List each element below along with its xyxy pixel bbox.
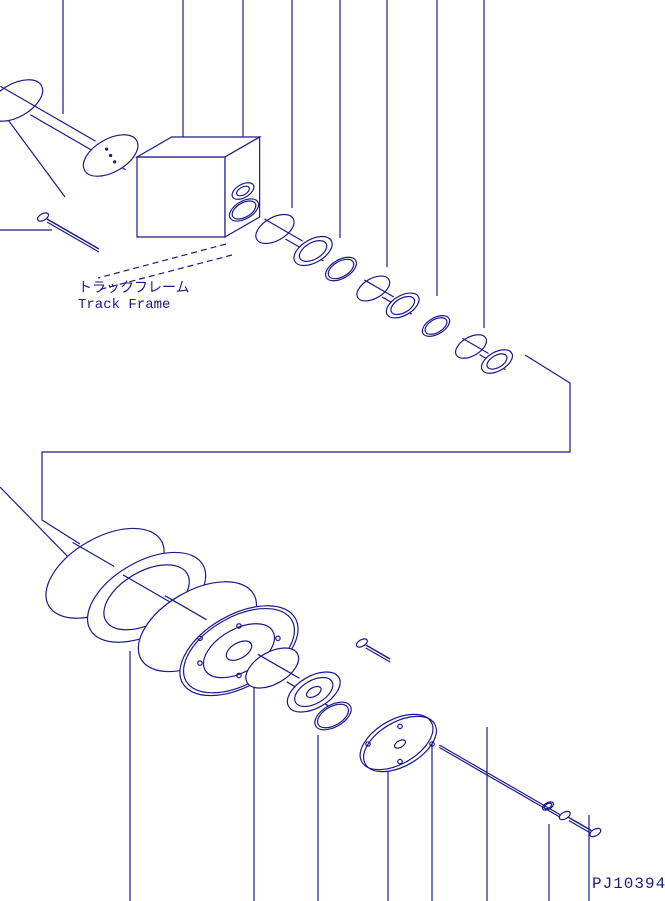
part-small_bolt — [355, 637, 390, 662]
leader-line — [0, 109, 65, 197]
part-bushing — [353, 271, 424, 323]
exploded-diagram: トラックフレーム Track Frame PJ10394 — [0, 0, 665, 901]
track-frame-label-jp: トラックフレーム — [78, 280, 190, 297]
leader-lines-group — [0, 0, 589, 901]
part-nut — [452, 330, 517, 378]
part-block — [137, 137, 260, 237]
drawing-id-label: PJ10394 — [592, 875, 665, 893]
assembly-connector-line — [42, 355, 570, 544]
connector-line-group — [42, 355, 570, 544]
lower-assembly-group — [31, 510, 602, 838]
part-oring — [322, 252, 361, 285]
part-sleeve — [251, 208, 337, 271]
upper-assembly-group — [0, 71, 516, 378]
track-frame-label-en: Track Frame — [78, 297, 170, 313]
part-bolt_head — [558, 810, 602, 839]
part-cylinder_shaft — [0, 71, 145, 185]
part-oring — [419, 311, 453, 340]
part-bolt_long — [36, 211, 99, 252]
